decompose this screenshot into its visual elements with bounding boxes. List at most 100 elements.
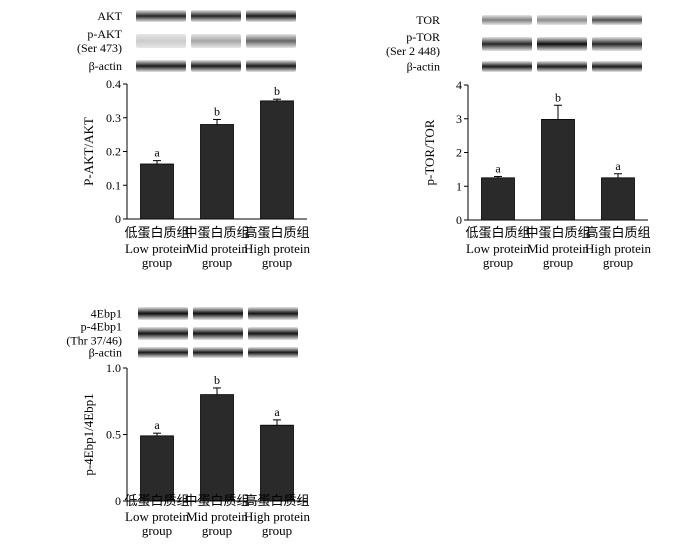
category-label-en-group: group [202,255,232,270]
blot-band [191,10,241,22]
category-label-en-group: group [603,255,633,270]
blot-band [248,327,298,340]
category-label-en-group: group [262,255,292,270]
blot-band [136,60,186,72]
category-label-en: Low protein [125,509,189,524]
bar [200,394,234,502]
category-label-cn: 高蛋白质组 [244,493,309,508]
significance-label: a [154,146,160,160]
panel-4ebp1: 4Ebp1 p-4Ebp1 (Thr 37/46) β-actin 0 0.5 1.0 p-4… [0,290,350,553]
blot-band [193,327,243,340]
category-label-en-group: group [543,255,573,270]
blot-label: TOR [416,13,440,27]
blot-label: β-actin [89,59,122,73]
category-label-cn: 高蛋白质组 [244,225,309,240]
blot-band [246,60,296,72]
bar [260,100,294,220]
category-label-en-group: group [483,255,513,270]
y-tick-label: 1 [456,179,462,193]
blot-band [537,61,587,72]
blot-band [592,61,642,72]
y-axis-title: p-4Ebp1/4Ebp1 [81,393,96,475]
bar [140,163,174,220]
y-tick-label: 0 [115,212,121,226]
category-label-en: Low protein [466,241,530,256]
category-label-en-group: group [142,255,172,270]
y-tick-label: 0.2 [106,145,121,159]
bar [541,119,575,221]
blot-band [191,60,241,72]
y-tick-label: 1.0 [106,361,121,375]
y-axis-title: P-AKT/AKT [81,117,96,186]
panel-akt: AKT p-AKT (Ser 473) β-actin 0 0.1 0.2 0.3 0.4 P-A… [0,0,350,280]
blot-band [537,15,587,25]
y-tick-label: 0 [456,213,462,227]
y-tick-label: 0 [115,494,121,508]
bar [140,435,174,502]
y-axis-title: p-TOR/TOR [422,119,437,185]
significance-label: a [615,159,621,173]
category-label-en: Low protein [125,241,189,256]
category-label-en: High protein [244,241,311,256]
blot-band [246,10,296,22]
significance-label: b [274,84,280,98]
chart-akt: AKT p-AKT(Ser 473) β-actin 0 0.1 0.2 0.3 0.4 P-A… [77,9,311,270]
blot-band [193,347,243,358]
category-label-cn: 高蛋白质组 [585,225,650,240]
significance-label: a [274,405,280,419]
blot-band [482,61,532,72]
category-label-cn: 中蛋白质组 [184,225,249,240]
blot-label: p-AKT [87,27,122,41]
chart-tor: TOR p-TOR(Ser 2 448) β-actin 0 1 2 3 4 p-TOR/TOR… [386,13,652,270]
category-label-en: Mid protein [186,509,248,524]
bar [200,124,234,220]
blot-label: β-actin [89,346,122,360]
category-label-en: Mid protein [527,241,589,256]
category-label-cn: 低蛋白质组 [124,225,189,240]
blot-band [191,34,241,48]
blot-label: (Thr 37/46) [66,334,122,348]
y-tick-label: 0.5 [106,428,121,442]
blot-label: AKT [97,9,122,23]
blot-band [136,34,186,48]
significance-label: b [555,90,561,104]
panel-tor: TOR p-TOR (Ser 2 448) β-actin 0 1 2 3 4 p-TOR/TOR… [350,0,700,280]
blot-band [482,15,532,25]
blot-band [193,307,243,320]
significance-label: b [214,104,220,118]
blot-band [136,10,186,22]
category-label-en-group: group [142,523,172,538]
category-label-cn: 中蛋白质组 [525,225,590,240]
y-tick-label: 0.1 [106,178,121,192]
blot-band [138,307,188,320]
category-label-en-group: group [262,523,292,538]
category-label-en-group: group [202,523,232,538]
significance-label: a [495,161,501,175]
blot-label: p-4Ebp1 [81,320,122,334]
y-tick-label: 0.4 [106,77,121,91]
blot-label: (Ser 2 448) [386,44,440,58]
significance-label: a [154,418,160,432]
blot-label: β-actin [407,60,440,74]
category-label-en: High protein [585,241,652,256]
blot-band [482,37,532,51]
blot-band [248,347,298,358]
blot-band [138,327,188,340]
blot-band [537,37,587,51]
category-label-en: Mid protein [186,241,248,256]
blot-label: 4Ebp1 [91,307,122,321]
bar [481,177,515,221]
significance-label: b [214,373,220,387]
category-label-cn: 低蛋白质组 [465,225,530,240]
blot-band [592,37,642,51]
y-tick-label: 0.3 [106,111,121,125]
bar [260,424,294,502]
blot-label: (Ser 473) [77,41,122,55]
category-label-cn: 中蛋白质组 [184,493,249,508]
y-tick-label: 3 [456,112,462,126]
y-tick-label: 4 [456,78,462,92]
blot-band [248,307,298,320]
blot-label: p-TOR [406,30,440,44]
category-label-en: High protein [244,509,311,524]
